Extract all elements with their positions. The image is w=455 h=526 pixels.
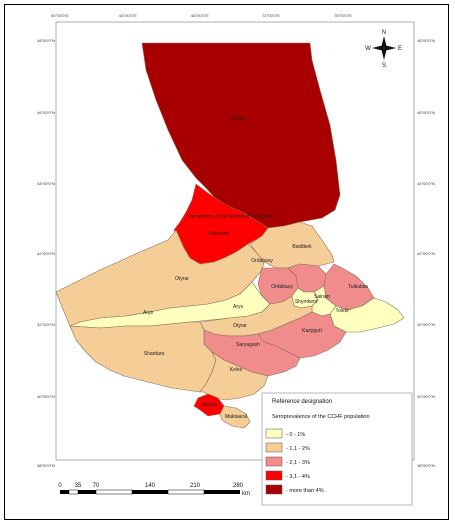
region-label-jetysai: Jetysai (201, 402, 217, 408)
legend-swatch (265, 442, 283, 453)
legend-swatch (265, 484, 283, 495)
top-tick-label: 60°00'0"E (51, 13, 69, 18)
left-tick-label: 40°00'0"N (37, 394, 55, 399)
left-tick-label: 38°00'0"N (37, 463, 55, 468)
region-label-otyrar: Otyrar (233, 323, 247, 329)
scale-label: 35 (75, 483, 82, 489)
scale-segment (167, 489, 205, 495)
left-tick-label: 48°00'0"N (37, 38, 55, 43)
scale-label: 70 (93, 483, 100, 489)
scale-label: 0 (58, 483, 62, 489)
region-label-ordabasy: Ordabasy (251, 258, 273, 264)
region-label-turkestan: Turkestan (207, 231, 229, 237)
region-labels: Suzak The territory of the Kentat of Tur… (143, 116, 369, 420)
scale-label: 140 (145, 483, 156, 489)
region-label-shardara: Shardara (144, 351, 165, 357)
region-label-arys: Arys (143, 310, 154, 316)
compass-s-label: S (382, 63, 386, 69)
right-tick-label: 40°00'0"N (417, 394, 435, 399)
region-label-suzak: Suzak (231, 116, 245, 122)
scale-unit: km (242, 491, 250, 497)
right-tick-label: 44°00'0"N (417, 181, 435, 186)
scale-bar: 0 35 70 140 210 280 km (58, 483, 250, 497)
region-label-maktaaral: Maktaaral (225, 414, 247, 420)
compass-west-arrow-icon (372, 45, 384, 51)
region-label-tolebi: Tolebi (335, 308, 348, 314)
legend-item-label: - 2,1 - 3% (286, 460, 310, 466)
left-tick-label: 46°00'0"N (37, 110, 55, 115)
scale-segment (132, 490, 168, 494)
right-tick-label: 46°00'0"N (417, 110, 435, 115)
scale-segment (78, 490, 96, 494)
region-label-baidibek: Baidibek (292, 244, 312, 250)
right-tick-labels: 48°00'0"N 46°00'0"N 44°00'0"N 42°00'0"N … (417, 38, 435, 468)
legend-box (261, 392, 413, 506)
legend-swatch (265, 470, 283, 481)
region-label-kentat: The territory of the Kentat of Turkestan (187, 214, 273, 220)
legend-item-label: - 1,1 - 2% (286, 446, 310, 452)
legend-swatch (265, 428, 283, 439)
scale-label: 210 (190, 483, 201, 489)
scale-segment (60, 490, 69, 494)
top-tick-label: 68°00'0"E (191, 13, 209, 18)
scale-segment (68, 489, 79, 495)
region-label-kazygurt: Kazygurt (302, 328, 322, 334)
compass-e-label: E (398, 46, 402, 52)
top-tick-label: 64°00'0"E (119, 13, 137, 18)
compass-east-arrow-icon (384, 45, 396, 51)
left-tick-labels: 48°00'0"N 46°00'0"N 44°00'0"N 42°00'0"N … (37, 38, 55, 468)
top-tick-label: 76°00'0"E (334, 13, 352, 18)
region-keles[interactable] (199, 351, 269, 401)
region-label-saryagash: Saryagash (236, 342, 260, 348)
region-label-otyrar: Otyrar (175, 276, 189, 282)
region-label-tulkubas: Tulkubas (348, 284, 369, 290)
legend-subtitle: Seroprevalence of the CCHF population (272, 414, 370, 420)
region-label-ordabasy: Ordabasy (271, 284, 293, 290)
left-tick-label: 42°00'0"N (37, 322, 55, 327)
legend-item-label: - 0 - 1% (286, 432, 305, 438)
compass: N S W E (365, 30, 402, 69)
region-label-sairam: Sairam (314, 294, 330, 300)
region-suzak[interactable] (141, 42, 341, 229)
legend-swatch (265, 456, 283, 467)
right-tick-label: 42°00'0"N (417, 251, 435, 256)
scale-label: 280 (233, 483, 244, 489)
legend: Reference designation Seroprevalence of … (261, 392, 413, 506)
right-tick-label: 48°00'0"N (417, 38, 435, 43)
region-maktaaral[interactable] (219, 405, 251, 429)
scale-segment (204, 490, 240, 494)
scale-segment (95, 489, 133, 495)
compass-north-arrow-icon (381, 36, 387, 48)
region-shardara[interactable] (69, 321, 217, 393)
top-tick-label: 72°00'0"E (262, 13, 280, 18)
graticule-frame (55, 21, 415, 461)
region-label-arys: Arys (233, 304, 244, 310)
left-tick-label: 42°00'0"N (37, 251, 55, 256)
right-tick-label: 38°00'0"N (417, 463, 435, 468)
compass-w-label: W (365, 46, 371, 52)
compass-south-arrow-icon (381, 48, 387, 60)
region-label-keles: Keles (230, 367, 243, 373)
top-tick-labels: 60°00'0"E 64°00'0"E 68°00'0"E 72°00'0"E … (51, 13, 352, 18)
region-label-shymkent: Shymkent (295, 299, 318, 305)
left-tick-label: 44°00'0"N (37, 181, 55, 186)
right-tick-label: 42°00'0"N (417, 322, 435, 327)
compass-n-label: N (382, 30, 386, 36)
legend-item-label: - more than 4% (286, 488, 324, 494)
legend-item-label: - 3,1 - 4% (286, 474, 310, 480)
legend-title: Reference designation (272, 399, 332, 405)
